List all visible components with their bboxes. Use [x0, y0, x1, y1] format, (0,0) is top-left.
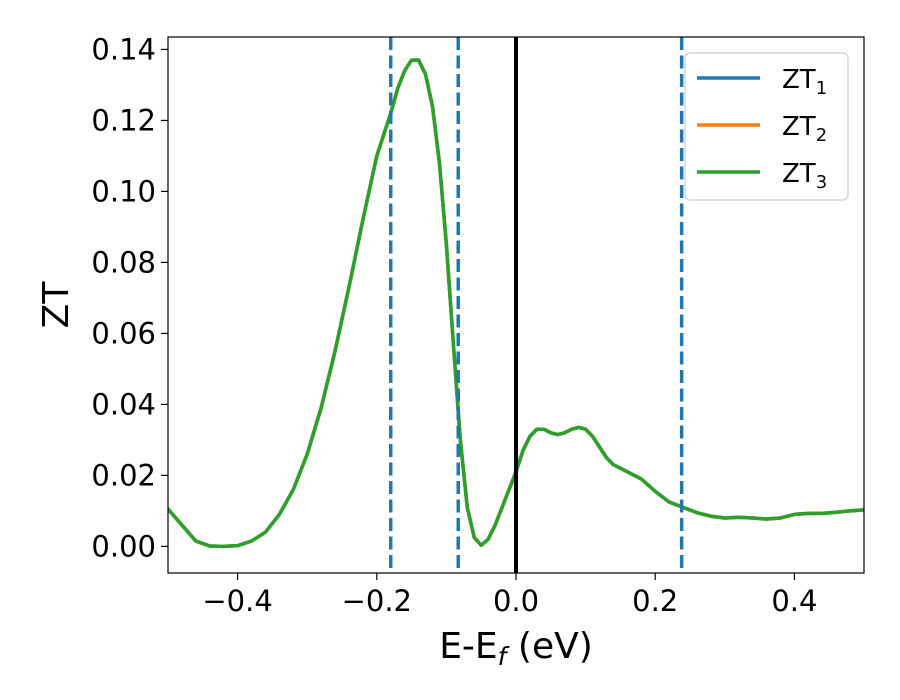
- y-tick-label: 0.10: [91, 174, 156, 208]
- x-tick-label: −0.2: [342, 584, 412, 618]
- x-axis: −0.4 −0.2 0.0 0.2 0.4: [202, 573, 817, 618]
- legend-entry-label: ZT3: [782, 159, 827, 193]
- x-tick-label: −0.4: [202, 584, 272, 618]
- y-tick-label: 0.14: [91, 32, 156, 66]
- y-tick-label: 0.02: [91, 458, 156, 492]
- legend-entry-label: ZT2: [782, 112, 827, 146]
- legend: ZT1 ZT2 ZT3: [684, 52, 849, 201]
- x-axis-label: E-Ef (eV): [439, 626, 593, 671]
- y-tick-label: 0.12: [91, 103, 156, 137]
- y-tick-label: 0.08: [91, 245, 156, 279]
- series-line-zt3: [168, 58, 864, 549]
- x-tick-label: 0.2: [632, 584, 678, 618]
- y-axis-label: ZT: [36, 281, 77, 329]
- y-tick-label: 0.04: [91, 387, 156, 421]
- legend-box: [684, 52, 849, 201]
- legend-entry-label: ZT1: [782, 65, 827, 99]
- y-tick-label: 0.00: [91, 529, 156, 563]
- y-axis: 0.00 0.02 0.04 0.06 0.08 0.10 0.12 0.14: [91, 32, 168, 563]
- plot-content: [168, 37, 864, 573]
- y-tick-label: 0.06: [91, 316, 156, 350]
- x-tick-label: 0.4: [771, 584, 817, 618]
- x-tick-label: 0.0: [493, 584, 539, 618]
- plot-area: [167, 36, 865, 574]
